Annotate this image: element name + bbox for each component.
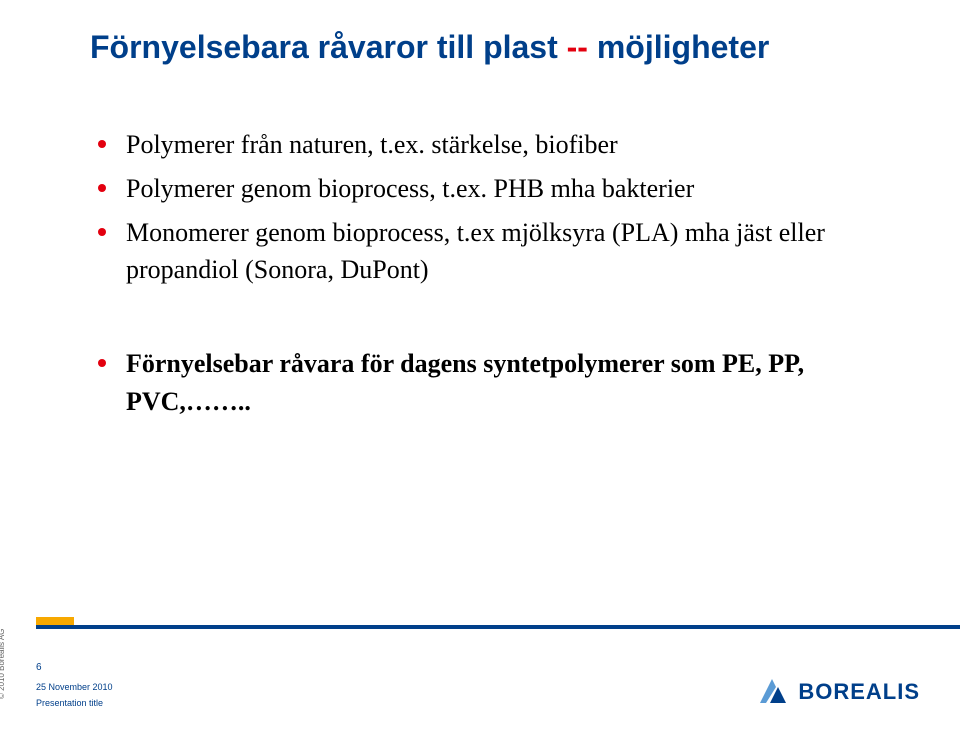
bullet-list-1: Polymerer från naturen, t.ex. stärkelse,…	[90, 126, 900, 289]
logo-icon	[756, 677, 790, 707]
footer-bar	[36, 625, 960, 629]
copyright-label: © 2010 Borealis AG	[0, 629, 6, 699]
title-part1: Förnyelsebara råvaror till plast	[90, 29, 567, 65]
list-item: Monomerer genom bioprocess, t.ex mjölksy…	[98, 214, 900, 289]
page-number: 6	[36, 659, 113, 676]
slide-title: Förnyelsebara råvaror till plast -- möjl…	[90, 28, 900, 66]
footer-date: 25 November 2010	[36, 680, 113, 695]
slide: Förnyelsebara råvaror till plast -- möjl…	[0, 0, 960, 739]
title-part2: möjligheter	[588, 29, 769, 65]
list-item: Polymerer från naturen, t.ex. stärkelse,…	[98, 126, 900, 164]
footer-text: 6 25 November 2010 Presentation title	[36, 659, 113, 711]
list-item: Polymerer genom bioprocess, t.ex. PHB mh…	[98, 170, 900, 208]
title-dash: --	[567, 29, 588, 65]
logo: BOREALIS	[756, 677, 920, 707]
logo-text: BOREALIS	[798, 679, 920, 705]
list-item: Förnyelsebar råvara för dagens syntetpol…	[98, 345, 900, 420]
footer-subtitle: Presentation title	[36, 696, 113, 711]
bullet-list-2: Förnyelsebar råvara för dagens syntetpol…	[90, 345, 900, 420]
